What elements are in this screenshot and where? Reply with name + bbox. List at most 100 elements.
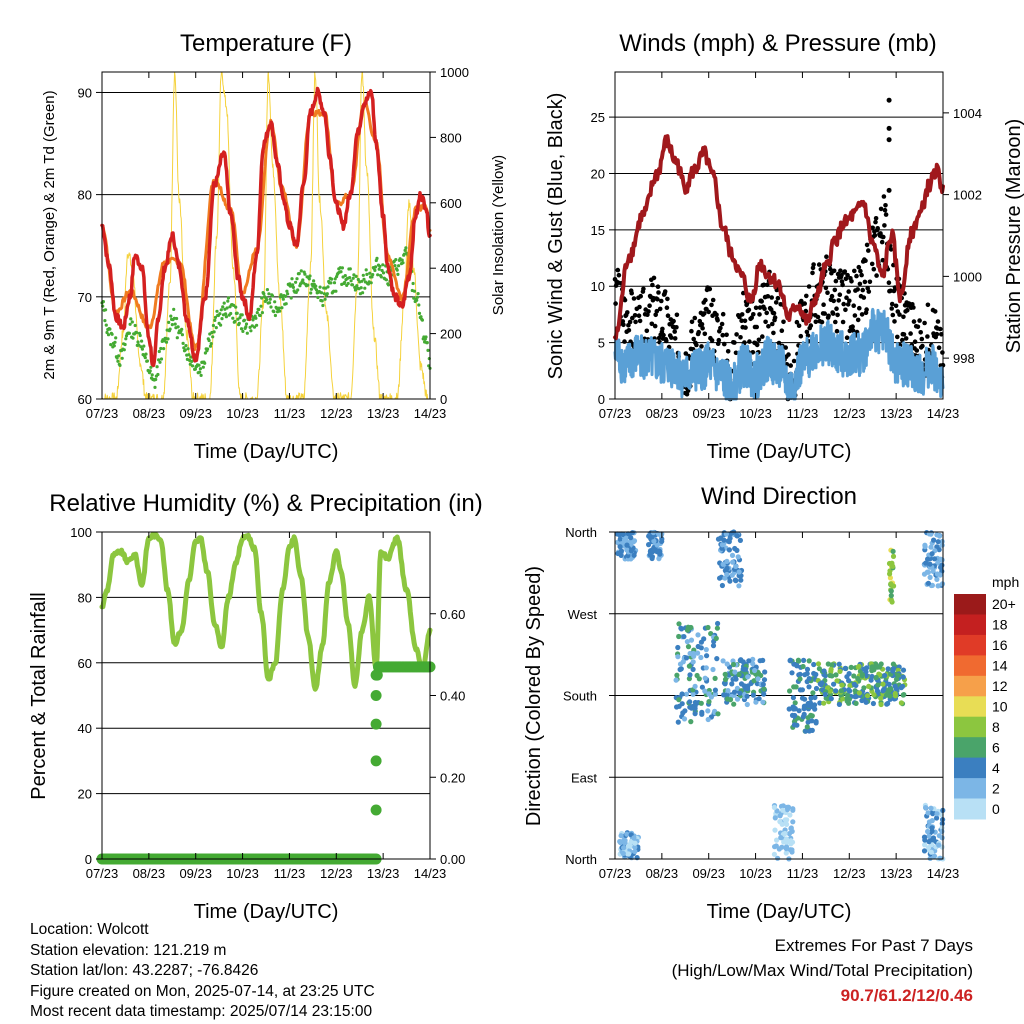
wind-direction-point xyxy=(793,684,799,690)
dewpoint-point xyxy=(238,316,242,320)
dewpoint-point xyxy=(142,344,146,348)
wind-direction-point xyxy=(686,663,693,669)
direction-tick-label: South xyxy=(563,689,597,704)
wind-direction-point xyxy=(780,803,786,809)
dewpoint-point xyxy=(320,299,324,303)
colorbar-label: 20+ xyxy=(992,596,1016,612)
gust-point xyxy=(620,319,626,324)
gust-point xyxy=(840,282,845,288)
wind-direction-point xyxy=(779,821,785,827)
wind-direction-point xyxy=(618,833,624,839)
dewpoint-point xyxy=(166,337,170,341)
dewpoint-point xyxy=(108,327,112,331)
wind-direction-point xyxy=(750,656,756,663)
wind-direction-point xyxy=(729,552,736,559)
wind-direction-point xyxy=(883,692,890,698)
dewpoint-point xyxy=(218,312,222,316)
gust-point xyxy=(888,288,893,294)
gust-point xyxy=(775,295,781,301)
wind-direction-point xyxy=(875,682,881,688)
gust-point xyxy=(715,341,721,347)
dewpoint-point xyxy=(198,367,202,371)
gust-point xyxy=(816,262,822,267)
wind-direction-point xyxy=(939,557,945,563)
dewpoint-point xyxy=(340,266,344,270)
wind-direction-point xyxy=(751,678,757,684)
y-tick-label: 60 xyxy=(78,392,92,407)
gust-point xyxy=(844,335,850,341)
dewpoint-point xyxy=(148,369,152,373)
dewpoint-point xyxy=(206,347,210,351)
y-tick-label: 0 xyxy=(598,392,605,407)
gust-point xyxy=(841,301,846,307)
dewpoint-point xyxy=(229,311,233,316)
dewpoint-point xyxy=(157,358,161,362)
gust-point xyxy=(914,348,920,353)
wind-direction-point xyxy=(833,672,839,678)
dewpoint-point xyxy=(381,271,386,275)
gust-point xyxy=(771,310,777,316)
dewpoint-point xyxy=(120,356,124,360)
wind-direction-point xyxy=(853,700,859,707)
wind-direction-point xyxy=(934,815,940,821)
wind-direction-point xyxy=(806,684,812,690)
gust-point xyxy=(672,329,677,334)
gust-point xyxy=(650,282,655,288)
wind-direction-point xyxy=(783,850,789,856)
wind-direction-point xyxy=(893,676,900,683)
wind-direction-point xyxy=(828,666,834,672)
dewpoint-point xyxy=(159,357,164,361)
wind-direction-point xyxy=(674,672,680,678)
wind-direction-point xyxy=(839,682,845,688)
wind-direction-point xyxy=(685,644,692,650)
wind-direction-point xyxy=(750,692,757,698)
dewpoint-point xyxy=(239,327,244,331)
wind-direction-point xyxy=(659,538,665,545)
dewpoint-point xyxy=(417,303,421,307)
gust-point xyxy=(825,290,830,296)
x-tick-label: 11/23 xyxy=(274,866,306,881)
gust-point xyxy=(772,315,778,320)
wind-direction-point xyxy=(874,688,881,694)
gust-point xyxy=(796,323,802,329)
gust-point xyxy=(689,319,695,325)
wind-direction-point xyxy=(794,662,800,669)
dewpoint-point xyxy=(280,306,284,310)
wind-direction-point xyxy=(789,828,795,835)
wind-direction-point xyxy=(698,654,704,661)
gust-point xyxy=(615,267,621,273)
wind-direction-point xyxy=(922,837,928,843)
y2-tick-label: 800 xyxy=(440,130,462,145)
wind-direction-point xyxy=(900,674,906,680)
gust-point xyxy=(647,303,652,309)
y2-tick-label: 0.20 xyxy=(440,770,465,785)
gust-point xyxy=(860,287,865,293)
wind-direction-point xyxy=(789,849,795,855)
gust-point xyxy=(753,305,759,311)
wind-direction-point xyxy=(692,711,698,717)
gust-point xyxy=(859,272,864,278)
dewpoint-point xyxy=(356,277,360,282)
wind-direction-point xyxy=(614,531,621,537)
wind-direction-point xyxy=(675,654,681,660)
insolation-ylabel: Solar Insolation (Yellow) xyxy=(490,155,507,315)
wind-direction-point xyxy=(790,819,796,825)
wind-direction-point xyxy=(809,713,815,719)
dewpoint-point xyxy=(128,322,132,326)
pressure-ylabel: Station Pressure (Maroon) xyxy=(1003,119,1024,354)
dewpoint-point xyxy=(396,272,400,276)
wind-direction-point xyxy=(900,667,907,673)
gust-point xyxy=(763,319,768,325)
extremes-values: 90.7/61.2/12/0.46 xyxy=(840,986,973,1005)
wind-direction-point xyxy=(646,542,652,548)
wind-direction-point xyxy=(685,624,691,630)
wind-direction-point xyxy=(732,577,739,583)
wind-direction-point xyxy=(926,839,932,845)
gust-point xyxy=(936,345,942,351)
wind-direction-point xyxy=(721,537,727,543)
dewpoint-point xyxy=(314,284,318,288)
gust-point xyxy=(644,328,650,334)
wind-direction-point xyxy=(737,690,743,696)
y2-tick-label: 0 xyxy=(440,392,447,407)
